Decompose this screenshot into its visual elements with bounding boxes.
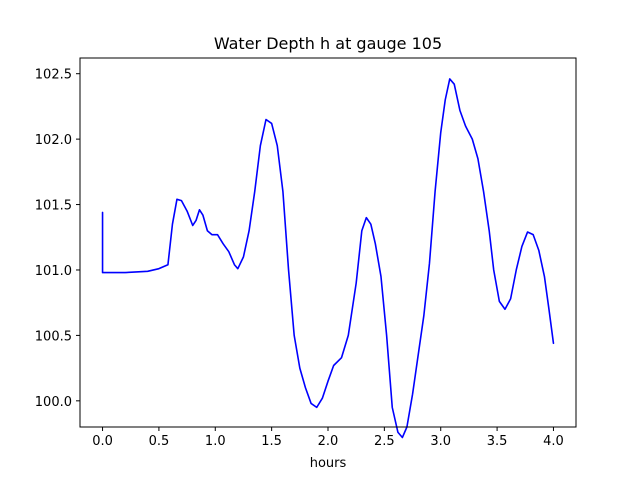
x-tick-label: 0.5 [149,434,170,449]
x-tick-label: 2.0 [318,434,339,449]
x-tick-label: 0.0 [92,434,113,449]
x-tick-label: 1.5 [261,434,282,449]
y-tick-label: 101.5 [35,199,72,214]
y-tick-label: 100.5 [35,329,72,344]
y-tick-label: 102.5 [35,68,72,83]
y-tick-label: 102.0 [35,133,72,148]
x-axis-label: hours [310,456,347,471]
axes: 0.0 0.5 1.0 1.5 2.0 2.5 3.0 3.5 4.0 100.0 100.5 101… [35,57,577,449]
x-tick-label: 4.0 [543,434,564,449]
x-tick-label: 3.0 [430,434,451,449]
y-tick-label: 101.0 [35,264,72,279]
x-tick-label: 3.5 [487,434,508,449]
chart-title: Water Depth h at gauge 105 [214,34,442,53]
x-tick-label: 2.5 [374,434,395,449]
series-line [101,78,555,439]
y-tick-label: 100.0 [35,395,72,410]
plot-area [101,78,555,439]
x-tick-label: 1.0 [205,434,226,449]
